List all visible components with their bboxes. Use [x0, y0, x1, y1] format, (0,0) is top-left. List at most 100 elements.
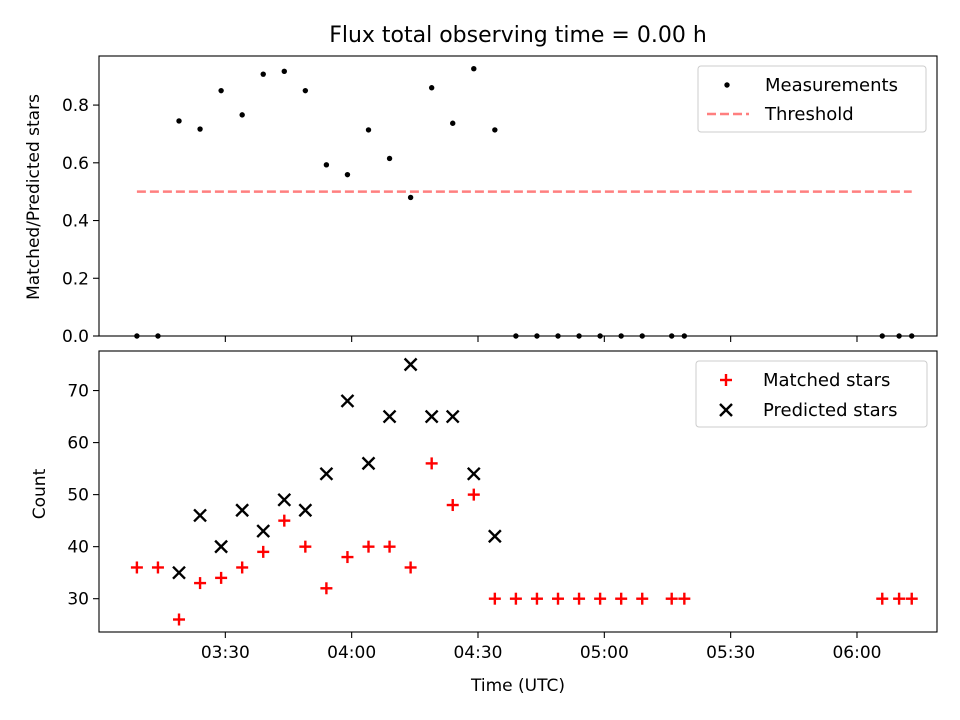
top-y-tick-label: 0.6 — [62, 154, 89, 174]
measurement-point — [323, 162, 330, 168]
bottom-plot-area — [130, 357, 918, 626]
matched-stars-point — [215, 571, 228, 584]
bottom-axes-frame — [98, 350, 938, 633]
top-y-axis: 0.0 0.2 0.4 0.6 0.8 — [62, 96, 99, 347]
measurement-point — [450, 120, 456, 126]
matched-stars-point — [573, 592, 586, 605]
bottom-y-tick-label: 30 — [67, 590, 89, 610]
predicted-stars-point — [298, 503, 313, 518]
bottom-legend-box — [695, 360, 928, 428]
measurement-point — [260, 71, 266, 77]
top-panel: 0.00.20.40.60.8 Matched/Predicted stars … — [24, 55, 938, 347]
predicted-stars-point — [214, 539, 228, 554]
legend-matched-marker — [720, 374, 732, 386]
predicted-stars-point — [235, 503, 250, 518]
legend-measurements-label: Measurements — [765, 75, 898, 96]
predicted-stars-point — [466, 466, 481, 481]
x-tick-label: 04:30 — [453, 643, 502, 663]
matched-stars-point — [151, 561, 164, 574]
matched-stars-point — [893, 592, 906, 605]
x-tick-label: 06:00 — [832, 643, 881, 663]
matched-stars-point — [194, 577, 207, 590]
matched-stars-point — [130, 561, 143, 574]
matched-stars-point — [320, 582, 333, 595]
predicted-stars-point — [340, 394, 355, 408]
matched-stars-point — [636, 592, 649, 605]
matched-stars-point — [299, 540, 312, 553]
matched-stars-point — [530, 592, 543, 605]
measurement-point — [386, 155, 393, 162]
bottom-y-axis: 30 40 50 60 70 — [67, 382, 99, 610]
figure-title: Flux total observing time = 0.00 h — [329, 23, 707, 48]
top-legend-box — [697, 65, 927, 133]
matched-stars-point — [467, 488, 480, 501]
matched-stars-point — [362, 540, 375, 553]
matched-stars-point — [236, 561, 249, 574]
bottom-y-tick-label: 60 — [67, 434, 89, 454]
matched-stars-point — [446, 499, 459, 512]
bottom-y-tick-label: 70 — [67, 382, 89, 402]
top-x-ticks — [224, 336, 858, 342]
matched-stars-point — [876, 592, 889, 605]
top-y-tick-label: 0.2 — [62, 269, 89, 289]
predicted-stars-point — [193, 508, 207, 523]
measurement-point — [239, 112, 245, 118]
measurement-point — [302, 87, 309, 94]
predicted-stars-point — [172, 565, 186, 580]
measurement-point — [197, 126, 203, 132]
predicted-stars-point — [424, 409, 439, 424]
top-y-tick-label: 0.8 — [62, 96, 89, 116]
measurement-point — [344, 171, 351, 178]
predicted-stars-point — [319, 466, 334, 481]
top-y-tick-label: 0.0 — [62, 327, 89, 347]
matched-stars-point — [257, 545, 270, 558]
top-legend: Measurements Threshold — [697, 65, 927, 133]
legend-threshold-label: Threshold — [764, 104, 854, 125]
bottom-y-tick-label: 40 — [67, 538, 89, 558]
x-axis-label: Time (UTC) — [470, 676, 565, 696]
bottom-legend: Matched stars Predicted stars — [695, 360, 928, 428]
bottom-y-axis-label: Count — [30, 468, 50, 519]
matched-stars-point — [905, 592, 918, 605]
x-tick-label: 04:00 — [327, 643, 376, 663]
x-tick-label: 03:30 — [201, 643, 250, 663]
matched-stars-point — [509, 592, 522, 605]
predicted-stars-point — [382, 409, 397, 424]
predicted-stars-point — [256, 524, 271, 538]
measurement-point — [428, 85, 435, 91]
predicted-stars-point — [445, 409, 460, 424]
x-tick-label: 05:30 — [706, 643, 755, 663]
legend-measurements-marker — [724, 82, 730, 88]
measurement-point — [176, 118, 182, 124]
legend-predicted-label: Predicted stars — [763, 400, 897, 421]
x-tick-label: 05:00 — [580, 643, 629, 663]
bottom-panel: 30 40 50 60 70 03:30 04:00 04:30 05:00 05:30 06:0… — [30, 350, 938, 696]
matched-stars-point — [552, 592, 565, 605]
measurement-point — [407, 194, 414, 201]
top-y-tick-label: 0.4 — [62, 212, 89, 232]
matched-stars-point — [383, 540, 396, 553]
matched-stars-point — [615, 592, 628, 605]
matched-stars-point — [594, 592, 607, 605]
predicted-stars-point — [403, 357, 418, 372]
matched-stars-point — [278, 514, 291, 527]
top-y-axis-label: Matched/Predicted stars — [24, 94, 44, 300]
predicted-stars-point — [487, 529, 502, 544]
predicted-stars-point — [361, 456, 376, 471]
measurement-point — [365, 127, 372, 133]
matched-stars-point — [341, 551, 354, 564]
measurement-point — [471, 66, 477, 72]
matched-stars-point — [173, 613, 186, 626]
matched-stars-point — [488, 592, 501, 605]
legend-predicted-marker — [719, 403, 733, 417]
measurement-point — [218, 87, 224, 94]
matched-stars-point — [404, 561, 417, 574]
matched-stars-point — [678, 592, 691, 605]
top-axes-frame — [98, 55, 938, 337]
measurement-point — [281, 68, 287, 74]
matched-stars-point — [425, 457, 438, 470]
legend-matched-label: Matched stars — [763, 370, 890, 391]
matched-stars-point — [665, 592, 678, 605]
measurement-point — [492, 127, 498, 133]
